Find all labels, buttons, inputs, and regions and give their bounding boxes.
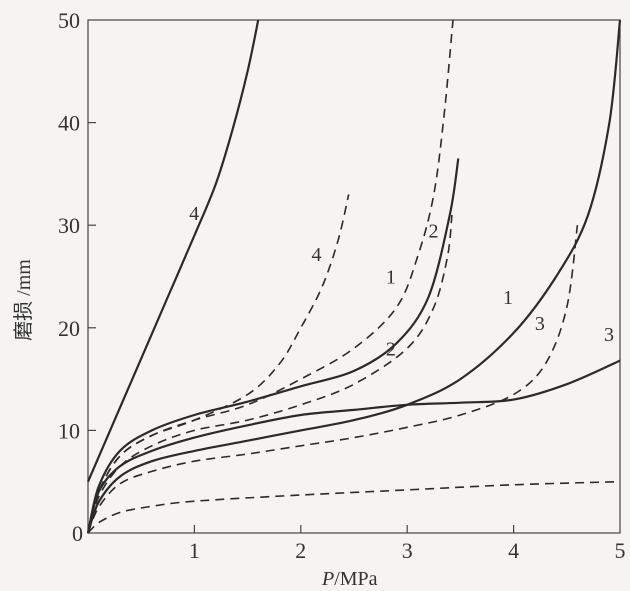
x-ticks: 1 2 3 4 5 [189,525,626,563]
curve-label: 3 [535,313,545,335]
series-line-3-solid [86,359,621,534]
series-line-unlabeled-dashed [87,480,621,534]
plot-area [87,19,621,534]
x-axis-label-italic: P [321,568,334,590]
x-axis-label: P/MPa [321,568,378,590]
series-line-4-solid [86,19,260,483]
curve-label: 3 [604,324,614,346]
y-tick-label: 20 [58,316,80,341]
curve-label: 2 [386,339,396,361]
y-tick-label: 50 [58,8,80,33]
y-tick-label: 40 [58,111,80,136]
series-line-4-dashed [87,194,350,534]
curve-label: 1 [386,267,396,289]
y-ticks: 10 20 30 40 50 [58,8,96,443]
x-tick-label: 1 [189,538,200,563]
curve-label: 1 [503,287,513,309]
series-line-2-solid [86,158,460,534]
curve-label: 4 [311,244,321,266]
curve-label: 4 [189,203,199,225]
y-axis-label: 磨损 /mm [12,259,35,341]
origin-label: 0 [72,521,83,546]
x-tick-label: 2 [295,538,306,563]
series-line-2-dashed [87,214,453,534]
series-line-3-dashed [87,225,579,534]
curve-label: 2 [428,221,438,243]
series-group [86,19,622,534]
y-tick-label: 10 [58,418,80,443]
series-line-1-solid [86,19,622,534]
series-line-1-dashed [87,19,454,534]
y-tick-label: 30 [58,213,80,238]
x-axis-label-unit: /MPa [334,568,377,590]
x-tick-label: 4 [508,538,519,563]
x-tick-label: 5 [615,538,626,563]
x-tick-label: 3 [402,538,413,563]
